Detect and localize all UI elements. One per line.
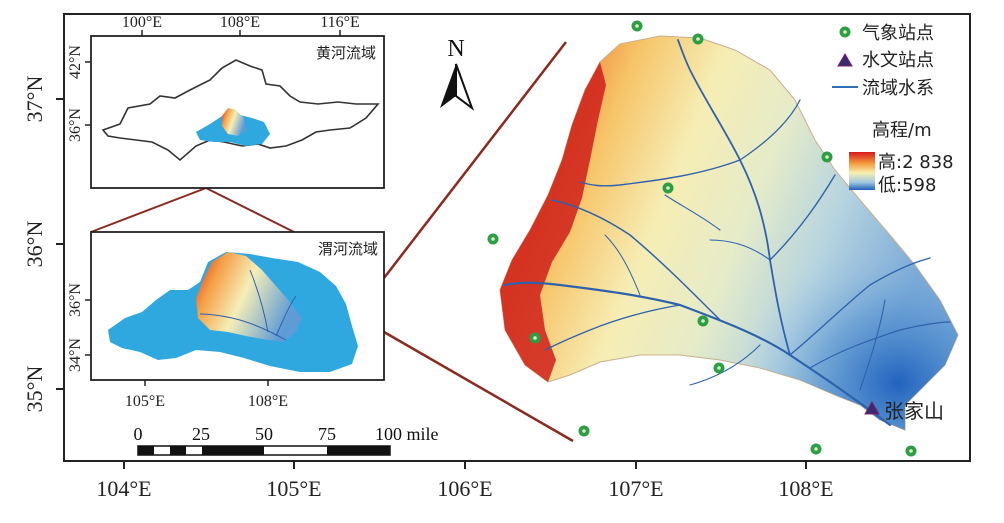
inset-x-tick-label: 100°E [122, 14, 162, 31]
connector-line [90, 187, 207, 233]
scale-label: 100 mile [375, 424, 439, 444]
weather-station-marker [692, 33, 704, 45]
y-tick-label: 37°N [22, 76, 47, 123]
elevation-color-ramp [849, 152, 875, 190]
weather-stations [487, 20, 917, 457]
wei-river-basin-dem [499, 35, 959, 431]
inset-wei-dem [196, 252, 302, 342]
weather-station-marker [529, 332, 541, 344]
inset-x-tick-label: 108°E [248, 393, 288, 410]
legend-elevation-high: 高:2 838 [878, 152, 954, 173]
weather-station-marker [905, 445, 917, 457]
x-axis-ticks [123, 461, 807, 469]
weather-station-marker [810, 443, 822, 455]
x-tick-label: 104°E [96, 476, 151, 501]
x-tick-label: 107°E [608, 476, 663, 501]
connector-line [205, 187, 295, 233]
x-tick-label: 106°E [437, 476, 492, 501]
weather-station-marker [821, 151, 833, 163]
inset-x-tick-label: 116°E [320, 14, 360, 31]
legend-elevation-low: 低:598 [878, 175, 936, 196]
x-tick-label: 105°E [266, 476, 321, 501]
hydro-station-icon [864, 401, 880, 415]
yellow-river-basin-outline [101, 59, 380, 162]
inset-title: 渭河流域 [318, 240, 378, 258]
inset-y-tick-label: 36°N [67, 283, 84, 317]
hydro-station-legend-icon [837, 53, 853, 67]
scale-label: 50 [255, 424, 273, 444]
scale-label: 0 [134, 424, 143, 444]
scale-label: 75 [318, 424, 336, 444]
weather-station-marker [697, 315, 709, 327]
river-network [503, 39, 951, 427]
inset-y-tick-label: 34°N [67, 338, 84, 372]
weather-station-marker [487, 233, 499, 245]
weather-station-marker [631, 20, 643, 32]
inset-y-tick-label: 42°N [67, 45, 84, 79]
y-axis-ticks [56, 98, 64, 390]
legend-hydro-station: 水文站点 [862, 50, 934, 71]
inset-wei-river: 105°E 108°E 36°N 34°N 渭河流域 [67, 231, 385, 410]
connector-line [383, 41, 567, 279]
x-tick-label: 108°E [778, 476, 833, 501]
legend-weather-station: 气象站点 [862, 23, 934, 44]
north-arrow-icon [440, 64, 456, 108]
weather-station-marker [578, 425, 590, 437]
inset-y-tick-label: 36°N [67, 108, 84, 142]
legend-elevation-title: 高程/m [872, 120, 932, 141]
y-tick-label: 35°N [22, 366, 47, 413]
north-label: N [447, 36, 464, 62]
inset-title: 黄河流域 [316, 44, 376, 62]
scale-bar: 0 25 50 75 100 mile [134, 424, 439, 456]
weather-station-marker [713, 362, 725, 374]
legend: 气象站点 水文站点 流域水系 高程/m 高:2 838 低:598 [832, 23, 954, 196]
hydro-station-label: 张家山 [884, 399, 944, 423]
inset-yellow-river: 100°E 108°E 116°E 42°N 36°N 黄河流域 [67, 14, 385, 189]
inset-x-tick-label: 105°E [125, 393, 165, 410]
scale-label: 25 [192, 424, 210, 444]
y-tick-label: 36°N [22, 221, 47, 268]
weather-station-marker [662, 182, 674, 194]
inset-x-tick-label: 108°E [220, 14, 260, 31]
north-arrow: N [440, 36, 475, 111]
connector-line [383, 330, 574, 443]
legend-river-system: 流域水系 [862, 78, 934, 99]
